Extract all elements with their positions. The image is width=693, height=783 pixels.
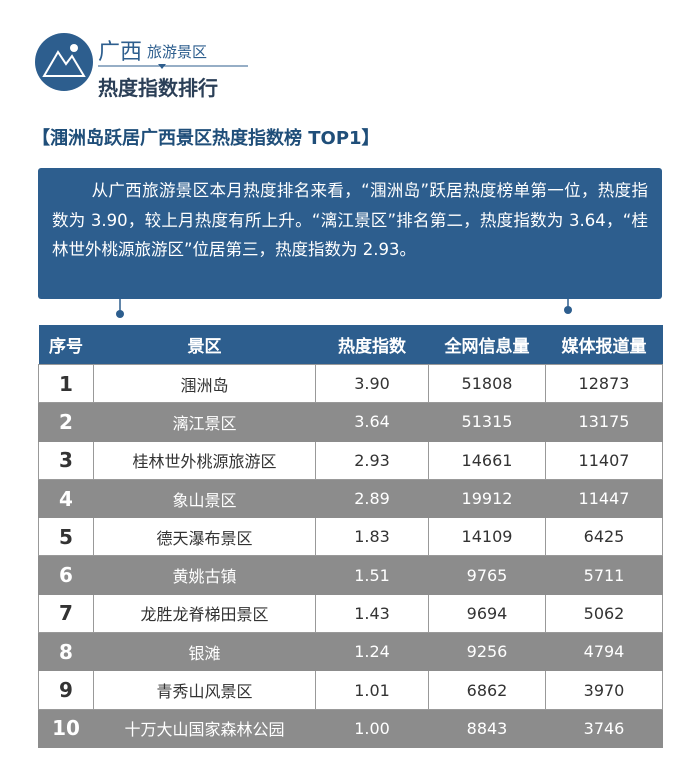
table-cell: 12873 [545,363,663,404]
table-cell: 1.00 [315,708,429,748]
rank-cell: 10 [38,708,94,748]
pins [116,298,572,318]
column-header: 热度指数 [315,325,429,365]
rank-cell: 9 [38,670,94,710]
table-row: 4 象山景区 2.89 19912 11447 [38,478,663,519]
table-row: 3 桂林世外桃源旅游区 2.93 14661 11407 [38,440,663,480]
table-cell: 3.90 [315,363,429,404]
table-cell: 4794 [545,632,663,672]
table-row: 2 漓江景区 3.64 51315 13175 [38,402,663,442]
rank-cell: 3 [38,440,94,480]
section-title: 【涠洲岛跃居广西景区热度指数榜 TOP1】 [32,128,380,149]
table-cell: 1.51 [315,555,429,595]
table-cell: 德天瀑布景区 [93,517,316,557]
subtitle: 热度指数排行 [98,76,218,100]
table-cell: 黄姚古镇 [93,555,316,595]
table-cell: 6862 [428,670,546,710]
table-cell: 十万大山国家森林公园 [93,708,316,748]
table-cell: 象山景区 [93,478,316,519]
table-cell: 3970 [545,670,663,710]
table-cell: 9694 [428,593,546,634]
column-header: 景区 [93,325,316,365]
summary: 从广西旅游景区本月热度排名来看，“涠洲岛”跃居热度榜单第一位，热度指数为 3.9… [52,181,648,259]
rank-cell: 8 [38,632,94,672]
rank-cell: 1 [38,363,94,404]
table-cell: 6425 [545,517,663,557]
table-cell: 5062 [545,593,663,634]
table-cell: 涠洲岛 [93,363,316,404]
rank-cell: 5 [38,517,94,557]
column-header: 序号 [38,325,94,365]
table-cell: 5711 [545,555,663,595]
table-cell: 51808 [428,363,546,404]
table-cell: 2.89 [315,478,429,519]
table-cell: 漓江景区 [93,402,316,442]
table-cell: 2.93 [315,440,429,480]
column-header: 媒体报道量 [545,325,663,365]
table-cell: 9256 [428,632,546,672]
table-row: 8 银滩 1.24 9256 4794 [38,632,663,672]
title-sub: 旅游景区 [147,43,208,61]
table-cell: 1.01 [315,670,429,710]
table-cell: 龙胜龙脊梯田景区 [93,593,316,634]
header-row: 序号 景区 热度指数 全网信息量 媒体报道量 [38,325,663,365]
table-cell: 11407 [545,440,663,480]
table-cell: 19912 [428,478,546,519]
table-cell: 11447 [545,478,663,519]
column-header: 全网信息量 [428,325,546,365]
table-cell: 1.43 [315,593,429,634]
table-cell: 9765 [428,555,546,595]
rank-cell: 6 [38,555,94,595]
table-cell: 青秀山风景区 [93,670,316,710]
table-cell: 银滩 [93,632,316,672]
title-main: 广西 [98,40,143,65]
table-cell: 8843 [428,708,546,748]
summary-box: 从广西旅游景区本月热度排名来看，“涠洲岛”跃居热度榜单第一位，热度指数为 3.9… [38,168,662,299]
ranking-table: 序号 景区 热度指数 全网信息量 媒体报道量 1 涠洲岛 3.90 51808 12873 2 漓江… [38,325,663,748]
table-row: 7 龙胜龙脊梯田景区 1.43 9694 5062 [38,593,663,634]
table-cell: 3746 [545,708,663,748]
rank-cell: 4 [38,478,94,519]
logo [35,33,93,91]
table-row: 5 德天瀑布景区 1.83 14109 6425 [38,517,663,557]
table-row: 10 十万大山国家森林公园 1.00 8843 3746 [38,708,663,748]
rank-cell: 7 [38,593,94,634]
table-cell: 51315 [428,402,546,442]
divider [98,64,248,69]
table-cell: 13175 [545,402,663,442]
table-cell: 桂林世外桃源旅游区 [93,440,316,480]
table-row: 9 青秀山风景区 1.01 6862 3970 [38,670,663,710]
table-cell: 1.83 [315,517,429,557]
table-cell: 14109 [428,517,546,557]
table-cell: 14661 [428,440,546,480]
table-cell: 3.64 [315,402,429,442]
table-row: 1 涠洲岛 3.90 51808 12873 [38,363,663,404]
rank-cell: 2 [38,402,94,442]
table-row: 6 黄姚古镇 1.51 9765 5711 [38,555,663,595]
table-cell: 1.24 [315,632,429,672]
